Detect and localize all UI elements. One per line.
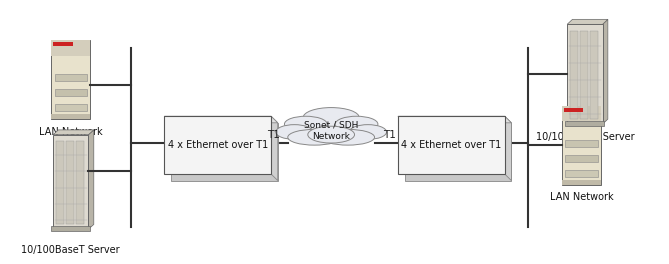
FancyBboxPatch shape xyxy=(567,24,603,124)
Polygon shape xyxy=(504,116,511,181)
Ellipse shape xyxy=(321,129,375,145)
Ellipse shape xyxy=(284,116,327,132)
FancyBboxPatch shape xyxy=(565,169,598,177)
Text: 4 x Ethernet over T1: 4 x Ethernet over T1 xyxy=(401,140,502,150)
Polygon shape xyxy=(567,19,608,24)
FancyBboxPatch shape xyxy=(55,89,87,96)
Ellipse shape xyxy=(288,129,341,145)
FancyBboxPatch shape xyxy=(52,114,90,119)
FancyBboxPatch shape xyxy=(55,74,87,81)
Polygon shape xyxy=(603,19,608,124)
Polygon shape xyxy=(271,116,278,181)
Ellipse shape xyxy=(335,116,378,132)
FancyBboxPatch shape xyxy=(565,140,598,147)
FancyBboxPatch shape xyxy=(565,121,604,126)
FancyBboxPatch shape xyxy=(564,108,583,112)
FancyBboxPatch shape xyxy=(562,106,601,121)
Polygon shape xyxy=(171,123,278,181)
Text: T1: T1 xyxy=(383,130,395,140)
Text: LAN Network: LAN Network xyxy=(39,127,102,137)
FancyBboxPatch shape xyxy=(165,116,271,174)
FancyBboxPatch shape xyxy=(54,42,73,46)
FancyBboxPatch shape xyxy=(52,226,90,231)
FancyBboxPatch shape xyxy=(76,141,84,224)
FancyBboxPatch shape xyxy=(562,180,601,185)
Text: T1: T1 xyxy=(267,130,280,140)
Ellipse shape xyxy=(303,107,359,128)
FancyBboxPatch shape xyxy=(52,40,90,56)
Text: 10/100BaseT Server: 10/100BaseT Server xyxy=(21,245,120,255)
FancyBboxPatch shape xyxy=(55,104,87,111)
FancyBboxPatch shape xyxy=(570,31,578,119)
FancyBboxPatch shape xyxy=(562,106,601,185)
FancyBboxPatch shape xyxy=(580,31,587,119)
Ellipse shape xyxy=(308,126,355,143)
Polygon shape xyxy=(405,123,511,181)
Ellipse shape xyxy=(276,125,313,139)
Polygon shape xyxy=(165,116,278,123)
FancyBboxPatch shape xyxy=(590,31,597,119)
Polygon shape xyxy=(398,116,511,123)
Text: 4 x Ethernet over T1: 4 x Ethernet over T1 xyxy=(167,140,268,150)
FancyBboxPatch shape xyxy=(398,116,504,174)
Text: 10/100BaseT Server: 10/100BaseT Server xyxy=(536,132,634,142)
FancyBboxPatch shape xyxy=(565,155,598,162)
Polygon shape xyxy=(53,130,94,135)
FancyBboxPatch shape xyxy=(52,40,90,119)
Text: LAN Network: LAN Network xyxy=(550,192,613,202)
FancyBboxPatch shape xyxy=(56,141,64,224)
Polygon shape xyxy=(88,130,94,229)
Text: Sonet / SDH
Network: Sonet / SDH Network xyxy=(304,120,359,141)
FancyBboxPatch shape xyxy=(66,141,74,224)
Ellipse shape xyxy=(349,125,387,139)
FancyBboxPatch shape xyxy=(53,135,88,229)
